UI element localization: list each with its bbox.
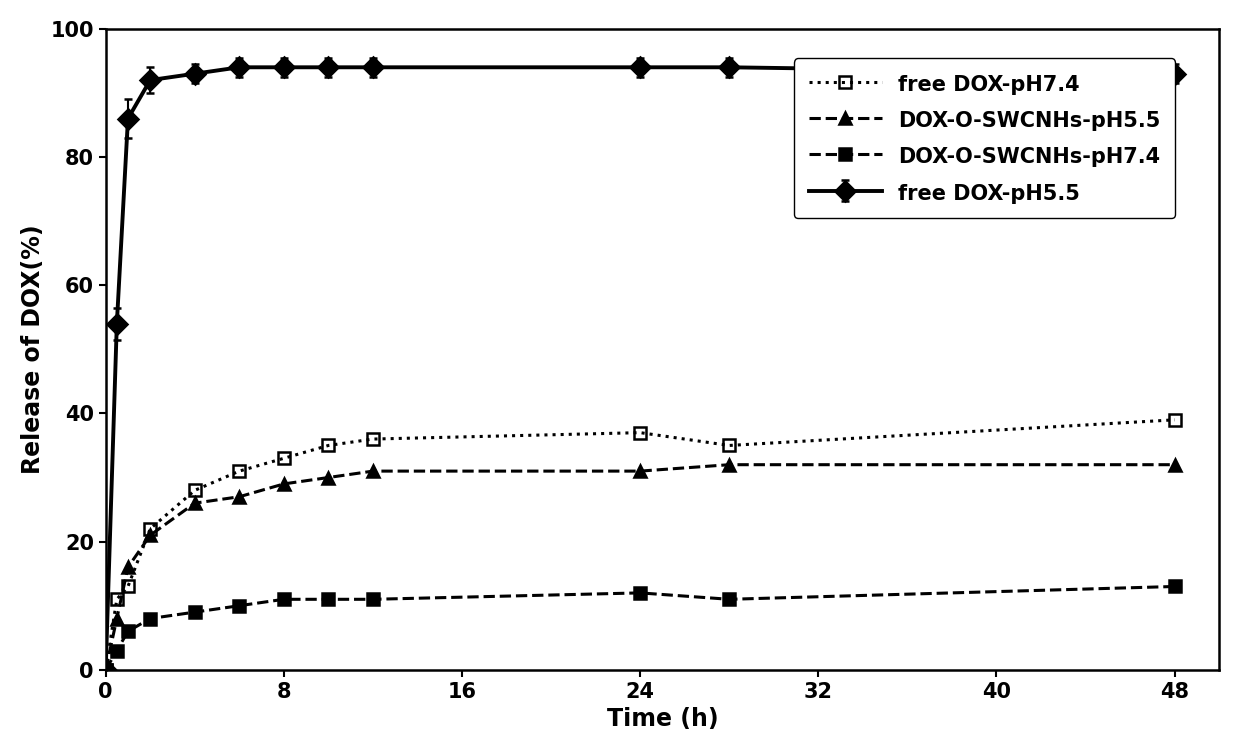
- free DOX-pH7.4: [366, 435, 381, 444]
- DOX-O-SWCNHs-pH5.5: [109, 614, 124, 623]
- free DOX-pH7.4: [232, 466, 247, 475]
- Legend: free DOX-pH7.4, DOX-O-SWCNHs-pH5.5, DOX-O-SWCNHs-pH7.4, free DOX-pH5.5: free DOX-pH7.4, DOX-O-SWCNHs-pH5.5, DOX-…: [795, 59, 1176, 218]
- DOX-O-SWCNHs-pH5.5: [232, 493, 247, 502]
- DOX-O-SWCNHs-pH5.5: [98, 666, 113, 675]
- DOX-O-SWCNHs-pH7.4: [109, 646, 124, 655]
- DOX-O-SWCNHs-pH7.4: [143, 614, 157, 623]
- Y-axis label: Release of DOX(%): Release of DOX(%): [21, 225, 45, 474]
- Line: free DOX-pH7.4: free DOX-pH7.4: [99, 414, 1180, 676]
- DOX-O-SWCNHs-pH7.4: [277, 595, 291, 604]
- free DOX-pH7.4: [109, 595, 124, 604]
- free DOX-pH7.4: [1167, 415, 1182, 424]
- free DOX-pH7.4: [120, 582, 135, 591]
- DOX-O-SWCNHs-pH5.5: [143, 531, 157, 540]
- DOX-O-SWCNHs-pH7.4: [232, 601, 247, 610]
- free DOX-pH7.4: [321, 441, 336, 450]
- DOX-O-SWCNHs-pH7.4: [98, 666, 113, 675]
- DOX-O-SWCNHs-pH5.5: [321, 473, 336, 482]
- DOX-O-SWCNHs-pH7.4: [187, 608, 202, 617]
- free DOX-pH7.4: [277, 453, 291, 462]
- DOX-O-SWCNHs-pH5.5: [120, 562, 135, 572]
- X-axis label: Time (h): Time (h): [606, 707, 718, 731]
- DOX-O-SWCNHs-pH5.5: [632, 466, 647, 475]
- free DOX-pH7.4: [98, 666, 113, 675]
- Line: DOX-O-SWCNHs-pH5.5: DOX-O-SWCNHs-pH5.5: [99, 459, 1180, 676]
- DOX-O-SWCNHs-pH5.5: [187, 499, 202, 508]
- free DOX-pH7.4: [143, 524, 157, 533]
- DOX-O-SWCNHs-pH5.5: [366, 466, 381, 475]
- DOX-O-SWCNHs-pH5.5: [1167, 460, 1182, 469]
- DOX-O-SWCNHs-pH7.4: [722, 595, 737, 604]
- free DOX-pH7.4: [187, 486, 202, 495]
- DOX-O-SWCNHs-pH7.4: [321, 595, 336, 604]
- Line: DOX-O-SWCNHs-pH7.4: DOX-O-SWCNHs-pH7.4: [99, 581, 1180, 676]
- DOX-O-SWCNHs-pH7.4: [1167, 582, 1182, 591]
- DOX-O-SWCNHs-pH7.4: [120, 627, 135, 636]
- DOX-O-SWCNHs-pH5.5: [277, 480, 291, 489]
- free DOX-pH7.4: [722, 441, 737, 450]
- free DOX-pH7.4: [632, 428, 647, 437]
- DOX-O-SWCNHs-pH5.5: [722, 460, 737, 469]
- DOX-O-SWCNHs-pH7.4: [632, 588, 647, 597]
- DOX-O-SWCNHs-pH7.4: [366, 595, 381, 604]
